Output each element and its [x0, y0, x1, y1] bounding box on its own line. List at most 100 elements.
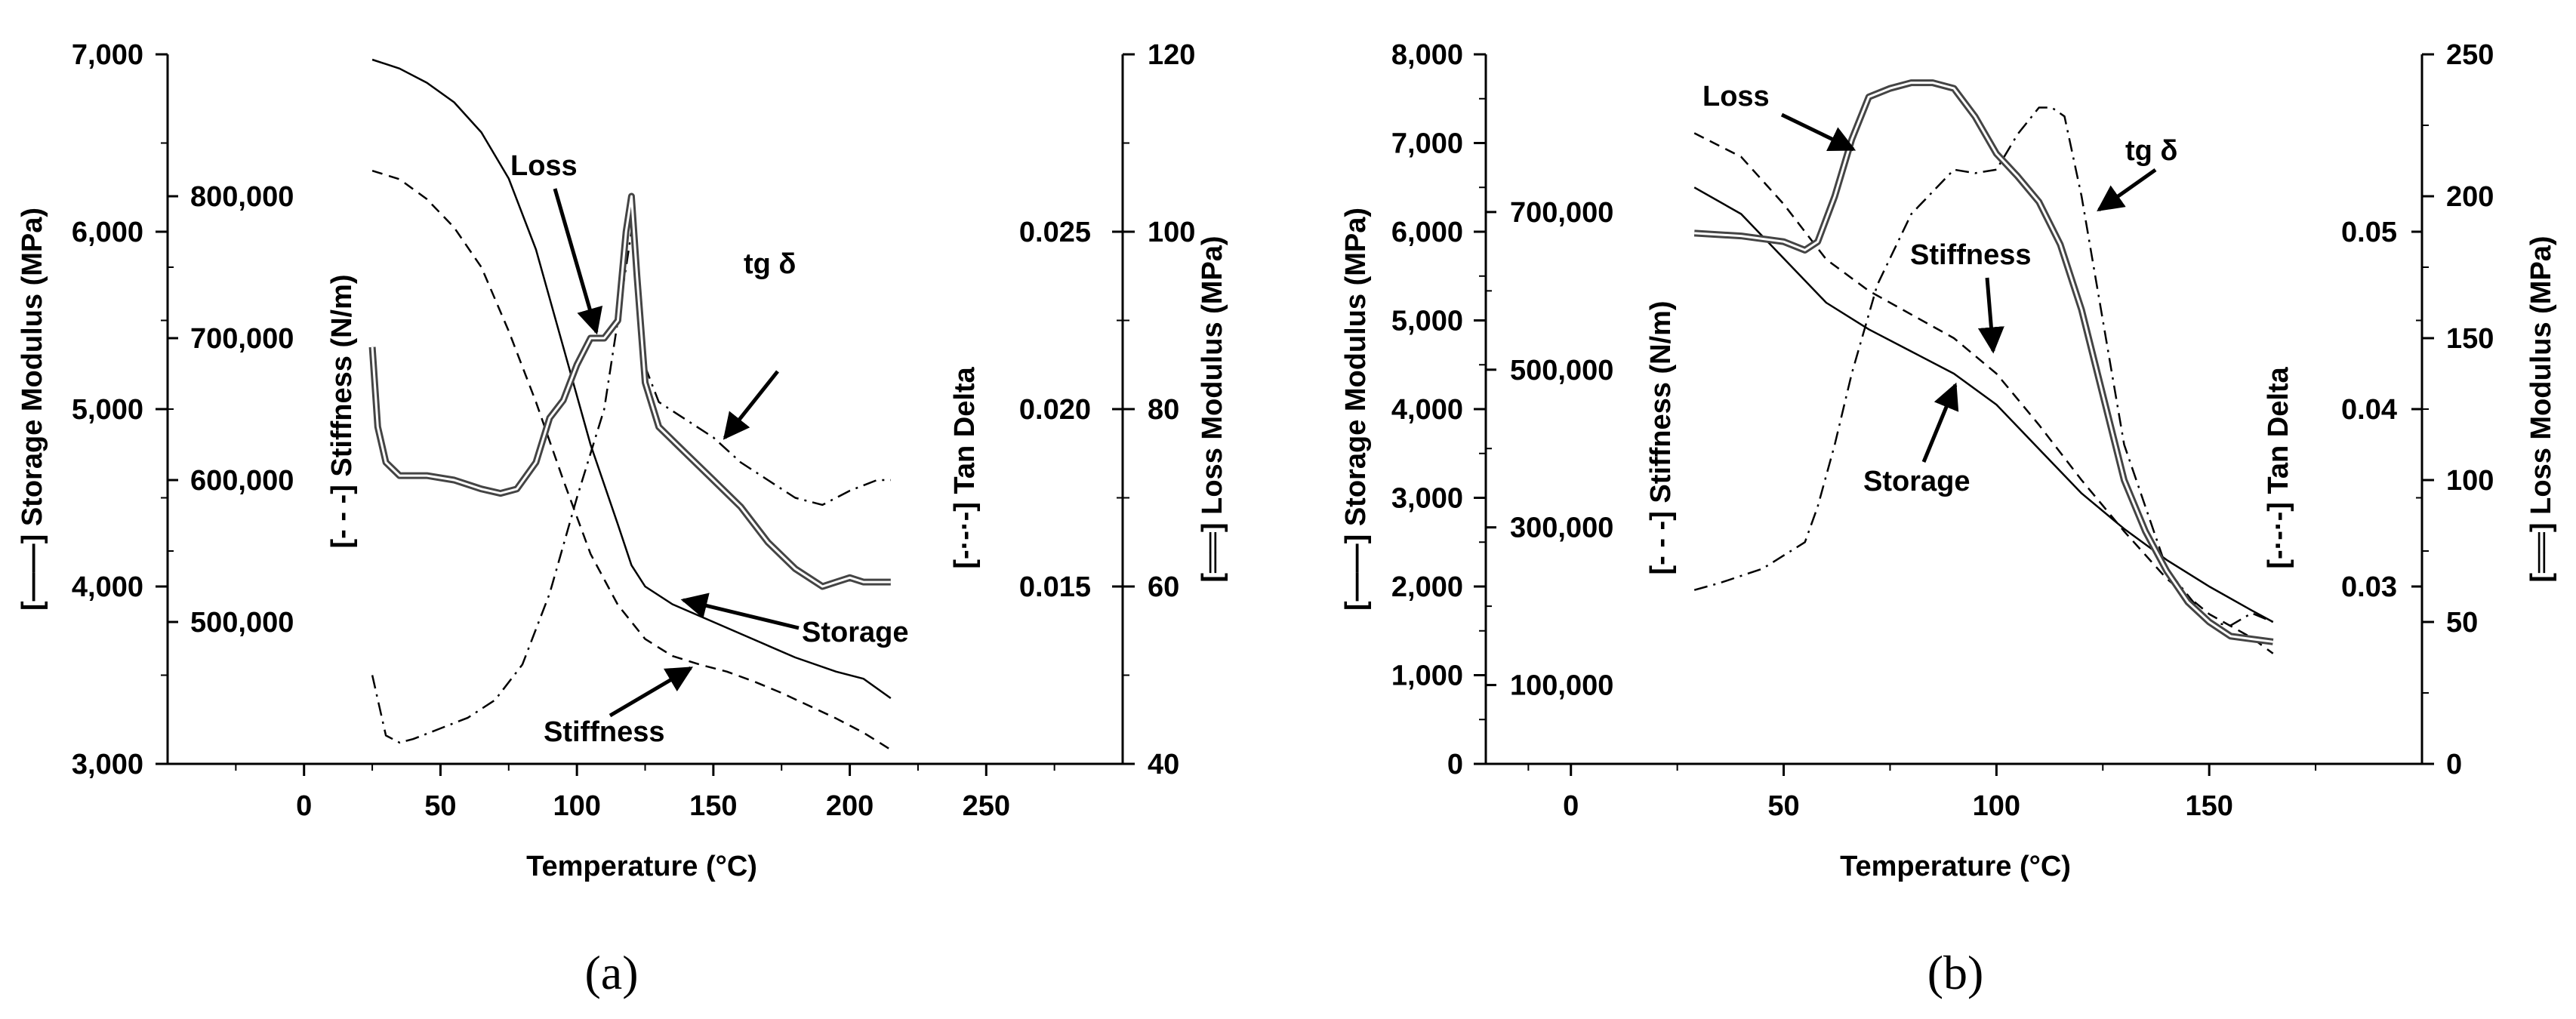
panel-a-series-storage — [371, 58, 892, 700]
panel-a-ticks: 0 50 100 150 200 250 3,000 4,000 5,000 6,000 7,000… — [72, 39, 1196, 822]
panel-a-storage-tick-label: 7,000 — [72, 39, 143, 71]
panel-a-stiffness-tick-label: 800,000 — [190, 181, 294, 213]
panel-b-storage-tick-label: 4,000 — [1391, 394, 1463, 426]
panel-b-stiffness-tick-label: 100,000 — [1510, 670, 1613, 702]
panel-b-loss-axis-title: [══] Loss Modulus (MPa) — [2525, 236, 2557, 582]
panel-a-storage-tick-label: 4,000 — [72, 571, 143, 603]
panel-a-loss-tick-label: 40 — [1148, 749, 1179, 780]
panel-a-tan-delta-line — [371, 230, 891, 744]
panel-a-series-tan-delta — [371, 230, 891, 744]
panel-a-x-tick-label: 200 — [826, 790, 874, 822]
panel-a-loss-line-inner — [371, 195, 891, 588]
panel-b-storage-tick-label: 7,000 — [1391, 128, 1463, 160]
panel-b-loss-tick-label: 150 — [2446, 323, 2494, 355]
panel-a-x-tick-label: 250 — [963, 790, 1010, 822]
panel-a-annotations: Loss tg δ Storage Stiffness — [510, 150, 908, 748]
panel-a-x-tick-label: 150 — [689, 790, 737, 822]
panel-a-loss-line-outer — [368, 192, 891, 590]
panel-b-tan-delta-axis-title: [-·-·-] Tan Delta — [2263, 366, 2294, 568]
panel-a: 0 50 100 150 200 250 3,000 4,000 5,000 6,000 7,000… — [17, 39, 1228, 999]
panel-a-storage-axis-title: [——] Storage Modulus (MPa) — [17, 208, 48, 611]
panel-b-tan-delta-line — [1693, 106, 2274, 626]
panel-a-stiffness-axis-title: [- - -] Stiffness (N/m) — [326, 274, 358, 548]
panel-a-loss-tick-label: 120 — [1148, 39, 1195, 71]
panel-a-loss-tick-label: 60 — [1148, 571, 1179, 603]
panel-a-stiffness-tick-label: 500,000 — [190, 607, 294, 639]
panel-a-x-tick-label: 50 — [424, 790, 456, 822]
panel-b-ticks: 0 50 100 150 0 1,000 2,000 3,000 4,000 5,000 6,000… — [1391, 39, 2494, 822]
panel-b-loss-line-inner — [1694, 82, 2273, 643]
panel-b-annotation-tg-delta: tg δ — [2125, 135, 2177, 167]
panel-b-series-loss — [1693, 79, 2274, 645]
panel-b-annotation-storage: Storage — [1863, 466, 1970, 497]
panel-b-x-axis-title: Temperature (°C) — [1840, 851, 2071, 882]
panel-a-tan-delta-axis-title: [-·-·-] Tan Delta — [949, 366, 981, 568]
panel-a-annotation-stiffness: Stiffness — [544, 716, 664, 748]
panel-b-storage-tick-label: 8,000 — [1391, 39, 1463, 71]
panel-b-storage-tick-label: 3,000 — [1391, 483, 1463, 515]
panel-b-loss-tick-label: 50 — [2446, 607, 2478, 639]
panel-b-stiffness-line — [1693, 132, 2274, 654]
panel-a-tan-delta-tick-label: 0.025 — [1019, 217, 1091, 248]
panel-b-loss-tick-label: 250 — [2446, 39, 2494, 71]
panel-b-arrow-tg-delta — [2097, 168, 2157, 212]
panel-a-annotation-tg-delta: tg δ — [744, 248, 796, 280]
panel-a-arrow-stiffness — [609, 666, 694, 718]
panel-a-arrow-storage — [680, 593, 800, 630]
panel-b-storage-line — [1693, 186, 2274, 623]
panel-b-x-tick-label: 100 — [1973, 790, 2020, 822]
panel-a-loss-tick-label: 100 — [1148, 217, 1195, 248]
panel-a-x-axis-title: Temperature (°C) — [526, 851, 757, 882]
panel-a-storage-tick-label: 3,000 — [72, 749, 143, 780]
panel-b-series — [1693, 79, 2274, 654]
panel-b-loss-tick-label: 0 — [2446, 749, 2462, 780]
panel-b-series-storage — [1693, 186, 2274, 623]
panel-b-storage-tick-label: 2,000 — [1391, 571, 1463, 603]
panel-a-x-tick-label: 100 — [553, 790, 600, 822]
panel-a-tan-delta-tick-label: 0.020 — [1019, 394, 1091, 426]
panel-a-label: (a) — [584, 946, 638, 999]
panel-b-series-stiffness — [1693, 132, 2274, 654]
panel-a-arrow-tg-delta — [723, 370, 779, 440]
panel-a-arrow-loss — [553, 188, 603, 335]
panel-a-loss-axis-title: [══] Loss Modulus (MPa) — [1197, 236, 1228, 582]
panel-a-stiffness-tick-label: 700,000 — [190, 323, 294, 355]
panel-b-annotation-loss: Loss — [1702, 81, 1770, 112]
panel-a-storage-tick-label: 6,000 — [72, 217, 143, 248]
panel-a-annotation-storage: Storage — [802, 617, 908, 648]
panel-b-annotations: Loss tg δ Stiffness Storage — [1702, 81, 2177, 497]
panel-a-x-tick-label: 0 — [296, 790, 312, 822]
panel-b-series-tan-delta — [1693, 106, 2274, 626]
panel-b-loss-tick-label: 100 — [2446, 465, 2494, 497]
panel-b-tan-delta-tick-label: 0.05 — [2341, 217, 2397, 248]
panel-b-arrow-storage — [1921, 382, 1959, 463]
panel-b-storage-axis-title: [——] Storage Modulus (MPa) — [1340, 208, 1372, 611]
panel-b-arrow-stiffness — [1977, 277, 2004, 354]
panel-b-stiffness-axis-title: [- - -] Stiffness (N/m) — [1645, 300, 1677, 574]
panel-a-series-loss — [368, 192, 891, 590]
panel-b-stiffness-tick-label: 700,000 — [1510, 197, 1613, 229]
panel-b-tan-delta-tick-label: 0.03 — [2341, 571, 2397, 603]
panel-a-tan-delta-tick-label: 0.015 — [1019, 571, 1091, 603]
panel-b-storage-tick-label: 1,000 — [1391, 660, 1463, 692]
panel-b-x-tick-label: 50 — [1767, 790, 1799, 822]
panel-b-stiffness-tick-label: 300,000 — [1510, 513, 1613, 544]
panel-b-label: (b) — [1927, 946, 1984, 999]
panel-b-storage-tick-label: 6,000 — [1391, 217, 1463, 248]
panel-b-loss-tick-label: 200 — [2446, 181, 2494, 213]
panel-b-arrow-loss — [1780, 112, 1857, 152]
panel-b-storage-tick-label: 0 — [1447, 749, 1463, 780]
panel-a-stiffness-line — [371, 170, 892, 751]
panel-b-tan-delta-tick-label: 0.04 — [2341, 394, 2397, 426]
panel-a-storage-line — [371, 58, 892, 700]
panel-b-x-tick-label: 150 — [2185, 790, 2232, 822]
panel-b-storage-tick-label: 5,000 — [1391, 306, 1463, 337]
panel-a-series — [368, 58, 892, 751]
panel-a-stiffness-tick-label: 600,000 — [190, 465, 294, 497]
panel-b: 0 50 100 150 0 1,000 2,000 3,000 4,000 5,000 6,000… — [1340, 39, 2557, 999]
panel-b-stiffness-tick-label: 500,000 — [1510, 355, 1613, 386]
panel-a-series-stiffness — [371, 170, 892, 751]
panel-a-annotation-loss: Loss — [510, 150, 578, 182]
panel-b-annotation-stiffness: Stiffness — [1910, 239, 2031, 271]
